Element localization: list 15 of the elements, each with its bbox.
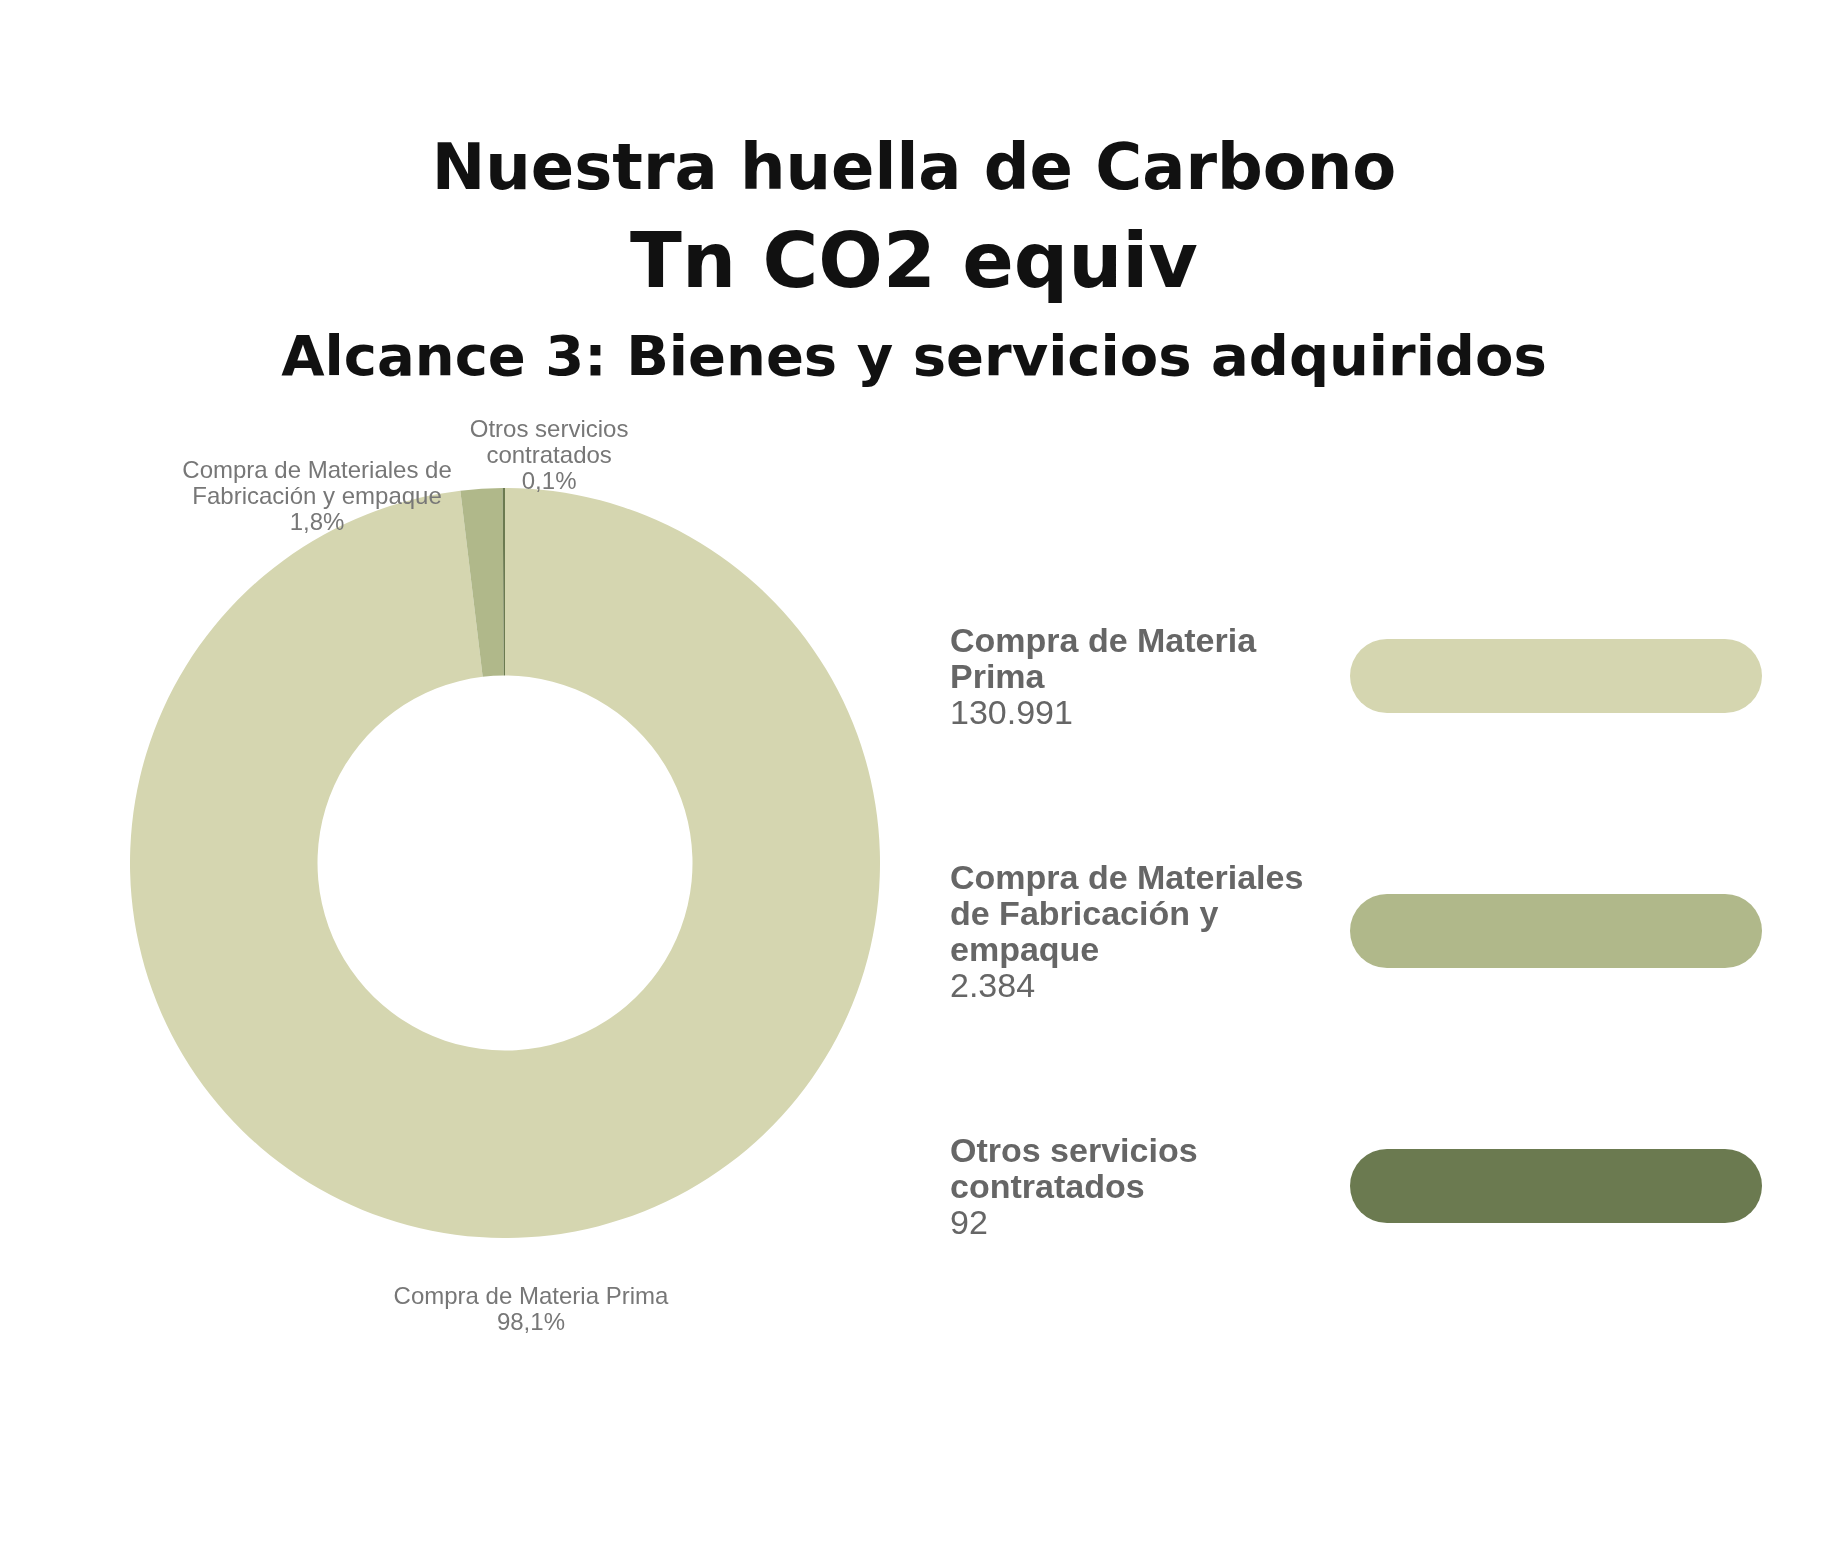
text: 130.991 [950,692,1073,731]
data-label: 0,1% [521,467,577,495]
text: Alcance 3: Bienes y servicios adquiridos [280,323,1548,388]
chart-subtitle: Tn CO2 equiv [629,216,1199,305]
slice-label: Otros servicios contratados [469,415,629,469]
category-label: Compra de Materiales de Fabricación y empaque [950,857,1305,968]
category-label: Otros servicios contratados [950,1130,1199,1205]
chart-title: Nuestra huella de Carbono [430,130,1398,204]
slice-label: Compra de Materia Prima [393,1282,669,1310]
data-label: 98,1% [496,1308,565,1336]
slice-label: Compra de Materiales de Fabricación y empaque [182,455,452,509]
donut-slice [460,488,504,677]
category-label: Compra de Materia Prima [950,620,1258,695]
donut-slice [502,488,505,676]
text: 92 [950,1202,988,1241]
